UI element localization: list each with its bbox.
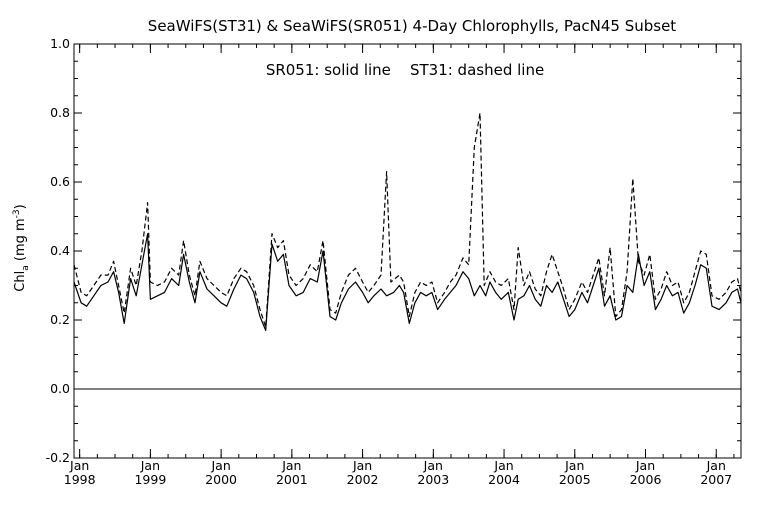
y-axis-label-unit: (mg m (13, 218, 28, 265)
x-tick-year: 2007 (700, 472, 732, 487)
x-tick-year: 2006 (630, 472, 662, 487)
y-tick-label: 0.8 (50, 105, 70, 120)
x-tick-month: Jan (423, 458, 443, 473)
legend-annotation: SR051: solid line ST31: dashed line (266, 61, 544, 79)
x-tick-month: Jan (352, 458, 372, 473)
x-tick-month: Jan (564, 458, 584, 473)
x-tick-year: 1999 (134, 472, 166, 487)
y-tick-label: 1.0 (50, 36, 70, 51)
series-layer (73, 112, 742, 331)
x-tick-year: 2000 (205, 472, 237, 487)
x-tick-month: Jan (635, 458, 655, 473)
svg-text:Chla (mg m-3): Chla (mg m-3) (12, 204, 31, 291)
y-axis-label-main: Chl (13, 271, 28, 292)
x-tick-year: 1998 (64, 472, 96, 487)
x-tick-year: 2002 (347, 472, 379, 487)
x-tick-year: 2004 (488, 472, 520, 487)
y-tick-label: 0.6 (50, 174, 70, 189)
x-tick-year: 2005 (559, 472, 591, 487)
tick-labels-layer: -0.20.00.20.40.60.81.0Jan1998Jan1999Jan2… (46, 36, 733, 487)
y-tick-label: 0.2 (50, 312, 70, 327)
x-tick-month: Jan (493, 458, 513, 473)
series-line-dashed (73, 112, 742, 328)
series-line-solid (73, 233, 742, 331)
x-tick-month: Jan (140, 458, 160, 473)
chart-title: SeaWiFS(ST31) & SeaWiFS(SR051) 4-Day Chl… (148, 17, 677, 35)
x-tick-month: Jan (69, 458, 89, 473)
y-axis-label-exp: -3 (12, 209, 22, 218)
x-tick-month: Jan (281, 458, 301, 473)
axes-layer (73, 43, 742, 459)
y-axis-label: Chla (mg m-3) (12, 204, 31, 291)
y-axis-label-close: ) (13, 204, 28, 209)
x-tick-year: 2001 (276, 472, 308, 487)
x-tick-year: 2003 (417, 472, 449, 487)
y-tick-label: 0.4 (50, 243, 70, 258)
y-tick-label: -0.2 (46, 450, 70, 465)
y-tick-label: 0.0 (50, 381, 70, 396)
x-tick-month: Jan (210, 458, 230, 473)
plot-frame (73, 43, 742, 459)
y-axis-label-sub: a (21, 265, 31, 271)
x-tick-month: Jan (706, 458, 726, 473)
